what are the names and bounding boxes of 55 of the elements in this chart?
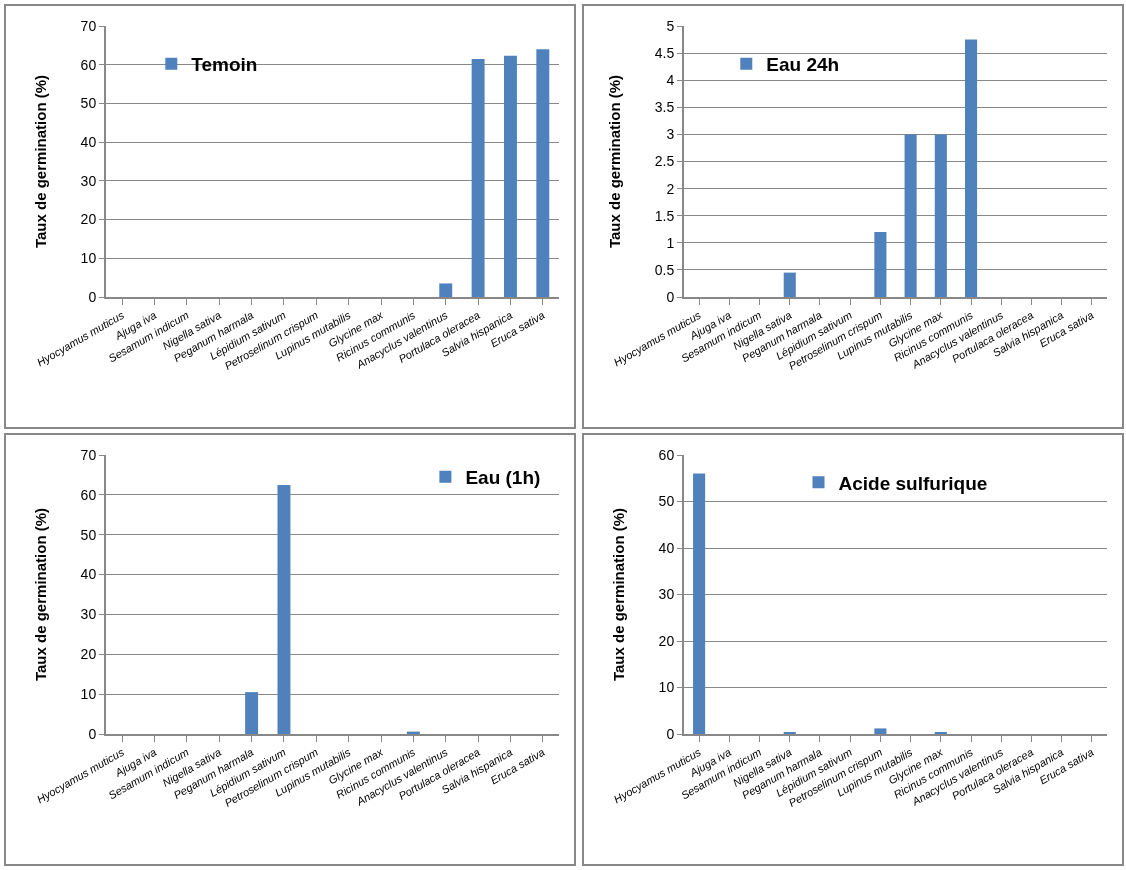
y-tick-label: 30: [658, 586, 675, 603]
y-tick-label: 30: [80, 606, 97, 623]
y-tick-label: 40: [80, 134, 97, 151]
y-tick-label: 60: [658, 446, 675, 463]
legend-label: Eau (1h): [465, 467, 541, 489]
y-tick-label: 40: [80, 566, 97, 583]
y-tick-label: 20: [658, 632, 675, 649]
bar: [503, 55, 517, 297]
bar: [439, 283, 453, 297]
y-tick-label: 0: [88, 288, 97, 305]
y-tick-label: 20: [80, 211, 97, 228]
bar: [904, 134, 917, 297]
y-tick-label: 60: [80, 56, 97, 73]
bar: [693, 473, 706, 734]
y-tick-label: 10: [80, 250, 97, 267]
y-tick-label: 4.5: [654, 45, 675, 61]
y-tick-label: 3: [666, 126, 675, 143]
y-tick-label: 2.5: [654, 153, 675, 170]
y-tick-label: 50: [80, 95, 97, 112]
y-tick-label: 10: [658, 679, 675, 696]
y-tick-label: 60: [80, 486, 97, 503]
y-tick-label: 20: [80, 646, 97, 663]
y-tick-label: 0: [88, 725, 97, 742]
y-tick-label: 10: [80, 686, 97, 703]
y-tick-label: 40: [658, 539, 675, 556]
bar: [245, 692, 259, 734]
bar: [934, 134, 947, 297]
legend-label: Eau 24h: [766, 54, 840, 76]
y-tick-label: 70: [80, 17, 97, 34]
y-tick-label: 0: [666, 288, 675, 305]
y-tick-label: 1.5: [654, 207, 675, 224]
y-tick-label: 0.5: [654, 261, 675, 278]
y-tick-label: 50: [80, 526, 97, 543]
bar: [277, 484, 291, 734]
bar: [536, 49, 550, 297]
y-tick-label: 3.5: [654, 99, 675, 116]
y-tick-label: 0: [666, 725, 675, 742]
y-axis-title: Taux de germination (%): [610, 507, 628, 682]
y-axis-title: Taux de germination (%): [32, 74, 50, 249]
bar: [964, 39, 978, 297]
y-axis-title: Taux de germination (%): [606, 74, 624, 249]
y-tick-label: 30: [80, 172, 97, 189]
bar: [874, 231, 887, 297]
legend-label: Acide sulfurique: [838, 472, 988, 494]
y-tick-label: 50: [658, 493, 675, 510]
bar: [783, 272, 796, 297]
y-tick-label: 70: [80, 446, 97, 463]
y-tick-label: 1: [666, 234, 675, 251]
bar: [471, 58, 485, 297]
y-tick-label: 2: [666, 180, 675, 197]
y-tick-label: 5: [666, 17, 675, 34]
legend-label: Temoin: [191, 54, 258, 76]
y-axis-title: Taux de germination (%): [32, 507, 50, 682]
bar: [874, 728, 887, 734]
y-tick-label: 4: [666, 72, 675, 89]
